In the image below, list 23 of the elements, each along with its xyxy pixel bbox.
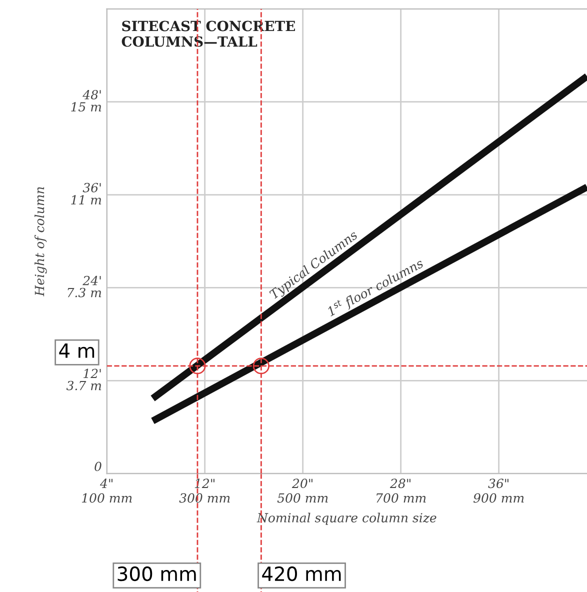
ref-line-label: 300 mm: [118, 566, 196, 582]
x2-tick-label: 500 mm: [277, 493, 328, 503]
x2-tick-label: 100 mm: [82, 493, 132, 503]
x-tick-label: 20": [292, 478, 312, 488]
y-tick-label: 36': [82, 182, 101, 192]
y2-axis-title: Height of column: [34, 187, 47, 296]
ref-line-label: 4 m: [59, 344, 94, 358]
x2-tick-label: 900 mm: [473, 493, 524, 503]
x-tick-label: 4": [100, 478, 112, 488]
ref-line-label: 420 mm: [262, 566, 341, 582]
y-tick-label: 48': [82, 90, 101, 100]
y-tick-label: 12': [84, 368, 101, 378]
y-tick-label: 0: [94, 462, 102, 472]
x-tick-label: 28": [390, 478, 410, 488]
y-tick-label: 24': [82, 276, 101, 286]
y2-tick-label: 11 m: [71, 195, 102, 204]
x-tick-label: 36": [488, 478, 508, 488]
y2-tick-label: 15 m: [71, 102, 102, 112]
y2-tick-label: 7.3 m: [68, 288, 102, 298]
text: SITECAST CONCRETE COLUMNS—TALL: [122, 20, 295, 47]
y2-tick-label: 3.7 m: [66, 380, 102, 390]
x2-tick-label: 700 mm: [376, 493, 426, 503]
x-axis-title: Nominal square column size: [256, 512, 436, 525]
